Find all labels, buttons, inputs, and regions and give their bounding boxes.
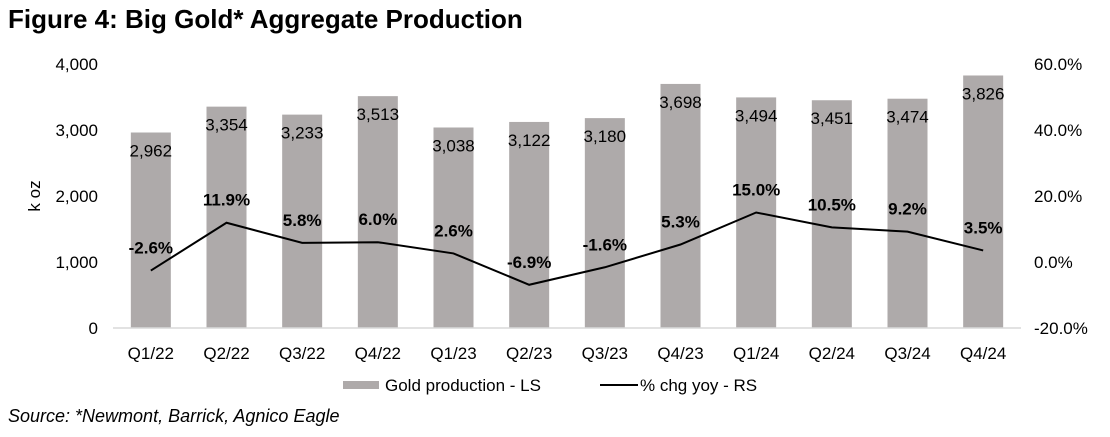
bar: [660, 83, 701, 328]
y-tick-label: 3,000: [55, 121, 98, 140]
x-tick-label: Q4/24: [960, 344, 1006, 363]
chart-title: Figure 4: Big Gold* Aggregate Production: [8, 4, 523, 34]
legend-bar-swatch: [343, 381, 379, 389]
line-value-label: -6.9%: [507, 253, 551, 272]
x-tick-label: Q4/22: [355, 344, 401, 363]
x-tick-label: Q1/23: [430, 344, 476, 363]
bar: [509, 121, 550, 328]
bar: [206, 106, 247, 328]
line-value-label: 5.8%: [283, 211, 322, 230]
y-tick-label: 4,000: [55, 55, 98, 74]
x-tick-label: Q2/24: [809, 344, 855, 363]
line-value-label: 10.5%: [808, 195, 856, 214]
bar: [433, 127, 474, 328]
bar: [584, 118, 625, 329]
bar: [963, 75, 1004, 328]
bar-value-label: 3,180: [584, 127, 627, 146]
bar-value-label: 3,698: [659, 93, 702, 112]
bar: [811, 100, 852, 328]
source-note: Source: *Newmont, Barrick, Agnico Eagle: [8, 406, 340, 426]
line-value-label: 3.5%: [964, 218, 1003, 237]
x-tick-label: Q3/24: [884, 344, 930, 363]
bar-value-label: 3,474: [886, 108, 929, 127]
line-value-label: 5.3%: [661, 213, 700, 232]
bar: [357, 96, 398, 328]
bar: [887, 98, 928, 328]
bar: [130, 132, 171, 328]
bar: [282, 114, 323, 328]
bar-value-label: 3,494: [735, 106, 778, 125]
bar-value-label: 3,233: [281, 124, 324, 143]
y2-tick-label: 0.0%: [1034, 253, 1073, 272]
y-axis-label: k oz: [25, 180, 44, 211]
legend-label: Gold production - LS: [385, 376, 541, 395]
line-value-label: -1.6%: [583, 235, 627, 254]
bar-value-label: 3,451: [811, 109, 854, 128]
legend-label: % chg yoy - RS: [640, 376, 757, 395]
line-value-label: 9.2%: [888, 200, 927, 219]
x-tick-label: Q2/22: [203, 344, 249, 363]
y2-tick-label: 60.0%: [1034, 55, 1082, 74]
y2-tick-label: -20.0%: [1034, 319, 1088, 338]
x-tick-label: Q3/22: [279, 344, 325, 363]
bar-value-label: 2,962: [130, 142, 173, 161]
y-tick-label: 0: [89, 319, 98, 338]
y-tick-label: 2,000: [55, 187, 98, 206]
y-tick-label: 1,000: [55, 253, 98, 272]
bar-value-label: 3,354: [205, 116, 248, 135]
line-value-label: 11.9%: [203, 191, 250, 210]
x-tick-label: Q4/23: [657, 344, 703, 363]
line-value-label: 2.6%: [434, 221, 473, 240]
y2-tick-label: 20.0%: [1034, 187, 1082, 206]
x-tick-label: Q1/24: [733, 344, 779, 363]
bar-value-label: 3,513: [357, 105, 400, 124]
bar-value-label: 3,122: [508, 131, 551, 150]
x-tick-label: Q3/23: [582, 344, 628, 363]
line-series: [150, 211, 984, 286]
bar-value-label: 3,826: [962, 84, 1005, 103]
line-value-label: 6.0%: [358, 210, 397, 229]
line-value-label: 15.0%: [732, 181, 780, 200]
x-tick-label: Q1/22: [128, 344, 174, 363]
bar-value-label: 3,038: [432, 136, 475, 155]
line-value-label: -2.6%: [129, 239, 173, 258]
y2-tick-label: 40.0%: [1034, 121, 1082, 140]
x-tick-label: Q2/23: [506, 344, 552, 363]
